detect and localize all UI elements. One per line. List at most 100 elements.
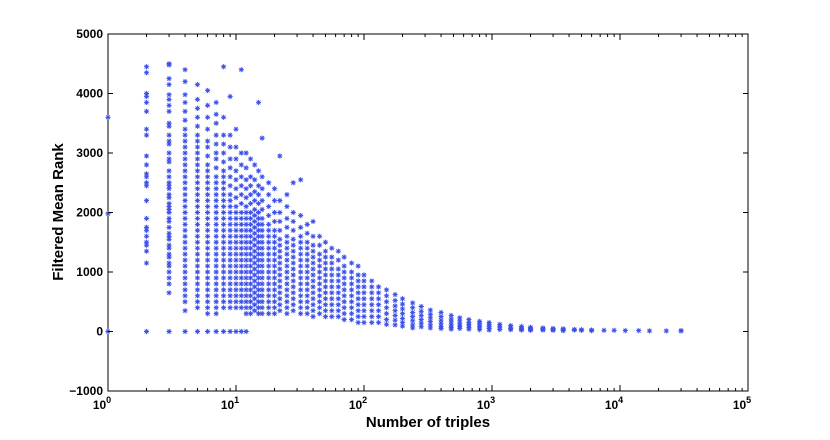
data-point — [166, 203, 172, 210]
data-point — [277, 290, 283, 296]
y-tick-label: 0 — [96, 325, 103, 339]
data-point — [233, 269, 239, 275]
data-point — [369, 296, 375, 302]
data-point — [233, 126, 239, 132]
data-point — [227, 275, 233, 281]
data-point — [375, 296, 382, 302]
data-point — [259, 257, 265, 263]
data-point — [317, 293, 323, 299]
data-point — [213, 287, 219, 293]
data-point — [182, 156, 188, 162]
data-point — [233, 156, 239, 162]
data-point — [427, 325, 433, 331]
data-point — [284, 192, 290, 198]
data-point — [369, 302, 375, 308]
data-point — [375, 308, 382, 314]
data-point — [310, 278, 316, 284]
data-point — [205, 257, 211, 263]
x-tick-label: 101 — [221, 395, 239, 412]
data-point — [304, 221, 310, 227]
data-point — [369, 319, 375, 326]
data-point — [255, 245, 262, 251]
data-point — [227, 239, 233, 245]
data-point — [233, 275, 239, 281]
data-point — [277, 248, 283, 254]
data-point — [227, 192, 233, 198]
data-point — [266, 245, 272, 251]
data-point — [243, 287, 249, 293]
data-point — [298, 239, 304, 245]
data-point — [255, 209, 262, 216]
y-tick-label: 1000 — [76, 265, 103, 279]
data-point — [213, 180, 219, 186]
data-point — [322, 296, 329, 302]
data-point — [284, 299, 290, 305]
data-point — [361, 278, 367, 284]
data-point — [277, 296, 283, 302]
data-point — [182, 245, 188, 251]
data-point — [194, 180, 201, 186]
data-point — [457, 325, 463, 332]
data-point — [255, 269, 262, 275]
data-point — [220, 132, 227, 138]
data-point — [271, 209, 278, 216]
data-point — [166, 96, 172, 103]
data-point — [247, 287, 254, 293]
data-point — [205, 275, 211, 281]
data-point — [194, 227, 201, 233]
data-point — [369, 314, 375, 320]
plot-area — [107, 33, 749, 392]
data-point — [182, 132, 188, 138]
data-point — [259, 263, 265, 269]
data-point — [243, 275, 249, 281]
data-point — [194, 168, 201, 174]
data-point — [266, 257, 272, 263]
data-point — [205, 114, 211, 120]
data-point — [247, 156, 254, 162]
data-point — [247, 215, 254, 222]
data-point — [457, 318, 463, 324]
data-point — [205, 287, 211, 293]
data-point — [205, 87, 211, 94]
data-point — [383, 287, 390, 293]
data-point — [255, 227, 262, 233]
data-point — [205, 215, 211, 222]
data-point — [290, 254, 296, 260]
data-point — [508, 327, 514, 333]
data-point — [304, 245, 310, 251]
data-point — [213, 209, 219, 216]
data-point — [233, 144, 239, 150]
data-point — [213, 203, 219, 210]
data-point — [205, 186, 211, 192]
data-point — [247, 299, 254, 305]
data-point — [166, 200, 172, 207]
data-point — [290, 272, 296, 278]
data-point — [220, 287, 227, 293]
data-point — [233, 287, 239, 293]
data-point — [335, 314, 341, 320]
points-layer — [105, 61, 684, 335]
data-point — [348, 287, 355, 293]
data-point — [341, 287, 347, 293]
data-point — [486, 327, 492, 333]
data-point — [341, 269, 347, 275]
data-point — [252, 218, 258, 225]
data-point — [213, 141, 219, 147]
data-point — [266, 281, 272, 287]
data-point — [227, 93, 233, 100]
data-point — [247, 257, 254, 263]
data-point — [410, 325, 416, 331]
data-point — [143, 260, 150, 266]
data-point — [329, 308, 335, 314]
data-point — [284, 239, 290, 245]
data-point — [243, 257, 249, 263]
data-point — [284, 257, 290, 263]
data-point — [166, 192, 172, 198]
data-point — [310, 218, 316, 225]
data-point — [166, 174, 172, 180]
data-point — [341, 263, 347, 269]
data-point — [335, 257, 341, 263]
data-point — [194, 150, 201, 156]
data-point — [166, 263, 172, 269]
data-point — [392, 297, 398, 304]
